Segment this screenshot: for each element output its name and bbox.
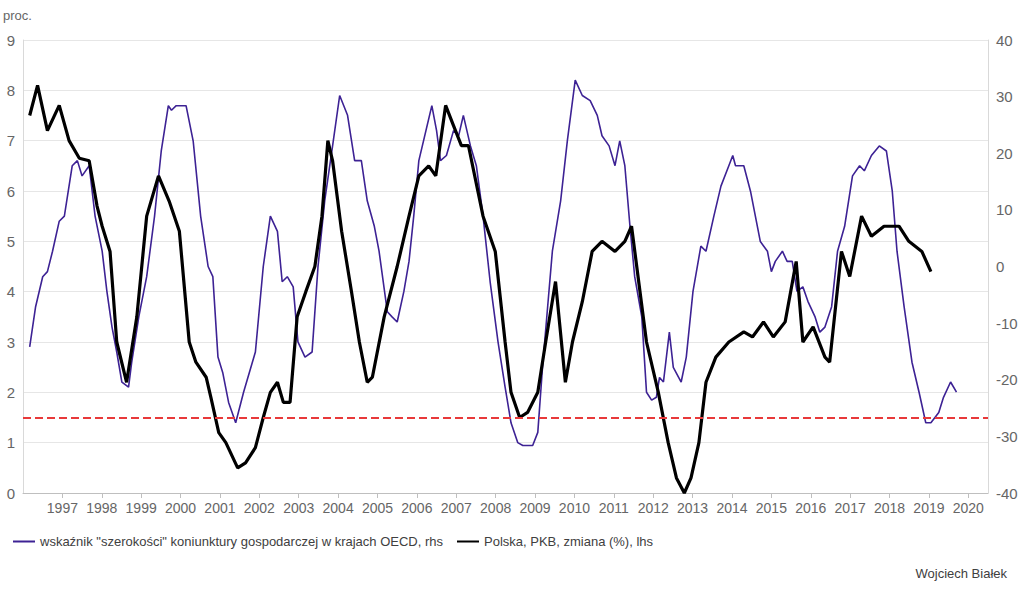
svg-text:4: 4	[7, 283, 15, 300]
svg-text:6: 6	[7, 183, 15, 200]
svg-text:2019: 2019	[913, 500, 944, 516]
svg-text:8: 8	[7, 82, 15, 99]
svg-text:Wojciech Białek: Wojciech Białek	[915, 566, 1007, 581]
svg-text:2008: 2008	[480, 500, 511, 516]
svg-text:2010: 2010	[559, 500, 590, 516]
svg-text:1: 1	[7, 434, 15, 451]
svg-text:2012: 2012	[638, 500, 669, 516]
svg-text:40: 40	[996, 32, 1013, 49]
svg-text:2001: 2001	[204, 500, 235, 516]
svg-text:30: 30	[996, 88, 1013, 105]
svg-text:2015: 2015	[756, 500, 787, 516]
svg-text:-30: -30	[996, 428, 1018, 445]
svg-text:0: 0	[7, 485, 15, 502]
svg-text:2005: 2005	[362, 500, 393, 516]
svg-text:-10: -10	[996, 315, 1018, 332]
svg-text:2006: 2006	[401, 500, 432, 516]
svg-text:proc.: proc.	[3, 8, 32, 23]
svg-text:5: 5	[7, 233, 15, 250]
svg-text:2017: 2017	[835, 500, 866, 516]
svg-text:1999: 1999	[126, 500, 157, 516]
svg-text:-40: -40	[996, 485, 1018, 502]
svg-text:2007: 2007	[441, 500, 472, 516]
svg-text:2002: 2002	[244, 500, 275, 516]
svg-text:2013: 2013	[677, 500, 708, 516]
svg-text:3: 3	[7, 334, 15, 351]
svg-text:9: 9	[7, 32, 15, 49]
svg-text:2004: 2004	[323, 500, 354, 516]
svg-text:wskaźnik "szerokości" koniunkt: wskaźnik "szerokości" koniunktury gospod…	[39, 534, 443, 549]
svg-text:1998: 1998	[86, 500, 117, 516]
svg-text:20: 20	[996, 145, 1013, 162]
svg-text:2018: 2018	[874, 500, 905, 516]
svg-text:10: 10	[996, 201, 1013, 218]
svg-text:2000: 2000	[165, 500, 196, 516]
svg-text:1997: 1997	[47, 500, 78, 516]
svg-text:2016: 2016	[795, 500, 826, 516]
svg-text:2009: 2009	[519, 500, 550, 516]
svg-text:2014: 2014	[716, 500, 747, 516]
svg-text:-20: -20	[996, 371, 1018, 388]
svg-text:2020: 2020	[953, 500, 984, 516]
svg-text:7: 7	[7, 132, 15, 149]
svg-text:2011: 2011	[599, 500, 629, 516]
svg-text:2003: 2003	[283, 500, 314, 516]
svg-text:2: 2	[7, 384, 15, 401]
svg-text:0: 0	[996, 258, 1004, 275]
svg-text:Polska, PKB, zmiana (%), lhs: Polska, PKB, zmiana (%), lhs	[484, 534, 654, 549]
